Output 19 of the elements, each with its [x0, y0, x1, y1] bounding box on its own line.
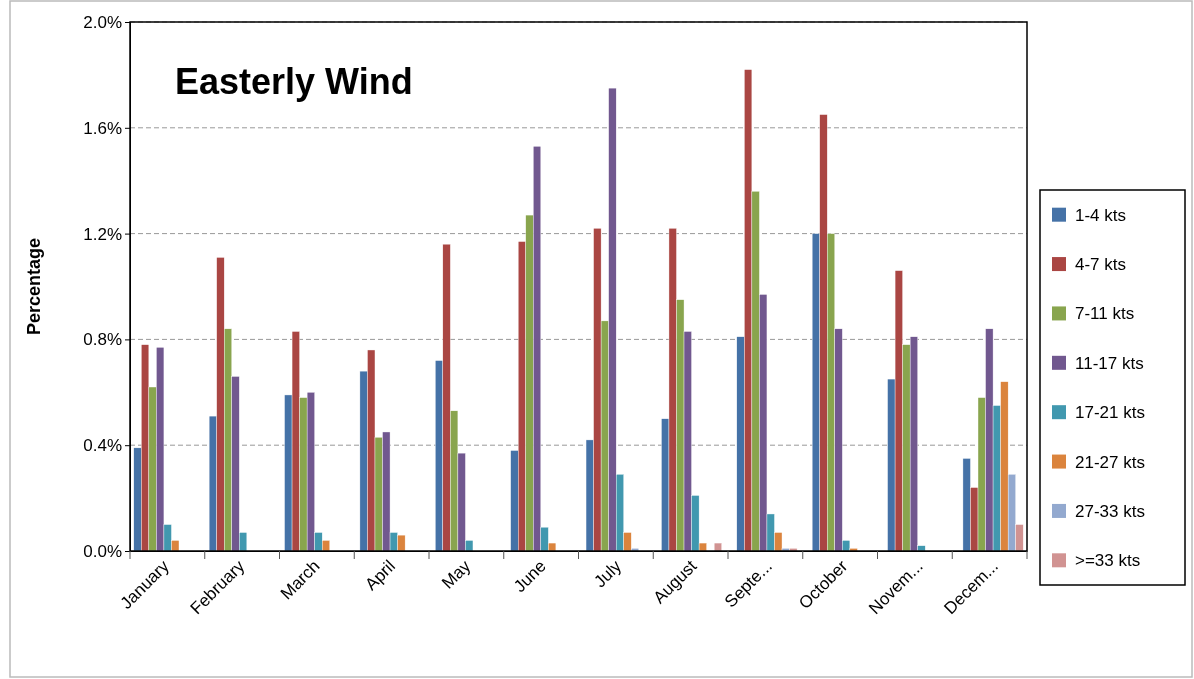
legend-label: 11-17 kts — [1075, 353, 1144, 373]
text: Easterly Wind — [175, 61, 413, 102]
legend-label: 1-4 kts — [1075, 205, 1127, 225]
bar — [713, 542, 722, 552]
legend-label: 17-21 kts — [1075, 403, 1145, 423]
legend-label: 27-33 kts — [1075, 501, 1145, 521]
legend-label: 4-7 kts — [1075, 255, 1127, 275]
legend-label: >=33 kts — [1075, 551, 1141, 571]
x-tick-label: May — [438, 556, 475, 593]
y-tick-label: 1.2% — [83, 224, 122, 244]
y-tick-label: 1.6% — [83, 118, 122, 138]
legend-label: 7-11 kts — [1075, 304, 1135, 324]
y-tick-label: 0.8% — [83, 330, 122, 350]
x-tick-label: July — [590, 556, 626, 592]
y-tick-label: 0.0% — [83, 541, 122, 561]
y-tick-label: 2.0% — [83, 12, 122, 32]
y-axis-title: Percentage — [24, 237, 44, 336]
legend-label: 21-27 kts — [1075, 452, 1145, 472]
y-tick-label: 0.4% — [83, 436, 122, 456]
